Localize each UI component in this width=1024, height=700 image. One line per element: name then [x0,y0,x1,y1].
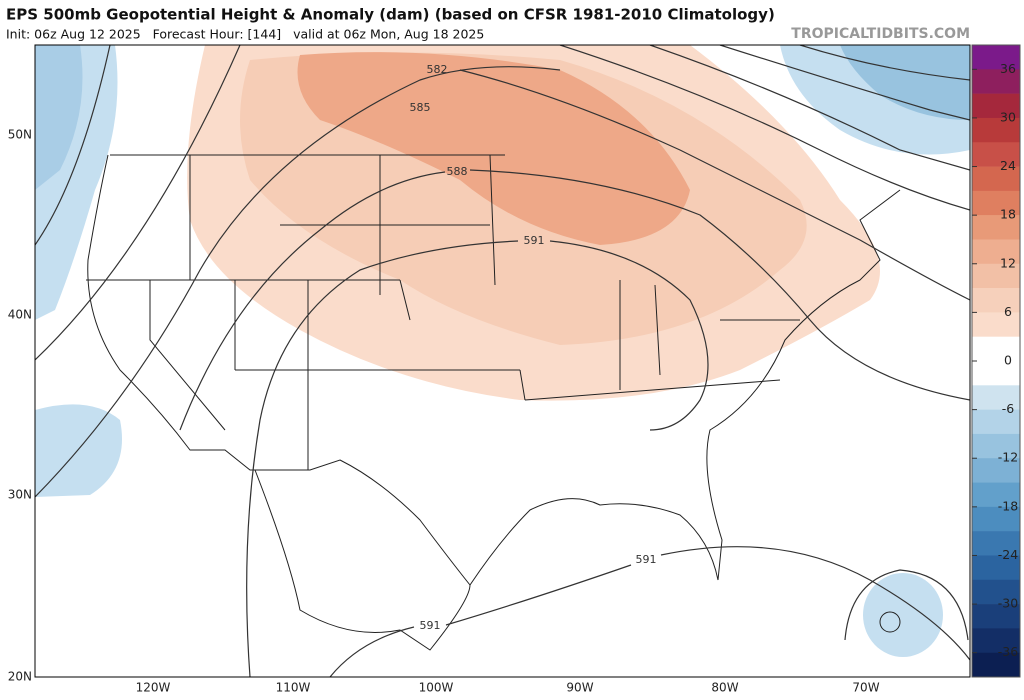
colorbar-segment [972,506,1020,532]
anomaly-negative [863,573,943,657]
height-contour [35,66,561,498]
anomaly-positive [297,52,690,246]
colorbar-segment [972,385,1020,410]
colorbar-tick-label: 30 [1000,109,1016,124]
contour-label: 591 [420,619,441,632]
height-contour [459,69,970,301]
colorbar-tick-label: 18 [1000,207,1016,222]
colorbar-tick-label: 36 [1000,61,1016,76]
state-boundaries [86,154,800,470]
colorbar-segment [972,433,1020,459]
colorbar-segment [972,215,1020,240]
colorbar-segment [972,628,1020,653]
colorbar-tick-label: -6 [1002,401,1015,416]
watermark: TROPICALTIDBITS.COM [791,26,970,42]
colorbar-segment [972,531,1020,556]
coastline [87,154,901,651]
colorbar-segment [972,93,1020,119]
colorbar-tick-label: -12 [998,450,1018,465]
island [879,611,901,633]
lon-label: 90W [566,681,593,695]
colorbar-segment [972,142,1020,167]
lon-label: 120W [136,681,171,695]
colorbar-segment [972,312,1020,337]
contour-label: 591 [524,234,545,247]
lat-label: 50N [8,128,32,142]
colorbar-tick-label: -24 [998,547,1018,562]
colorbar-segment [972,69,1020,94]
colorbar-segment [972,579,1020,605]
height-contour [559,45,970,211]
axis-labels: 50N 40N 30N 20N 120W 110W 100W 90W 80W 70W [8,128,880,695]
map: 582 585 588 591 591 591 [34,44,971,678]
map-frame [34,44,971,678]
colorbar-segment [972,604,1020,629]
lat-label: 30N [8,488,32,502]
contour-label: 588 [447,165,468,178]
colorbar-segment [972,288,1020,313]
height-contour [35,45,111,246]
colorbar: 36 30 24 18 12 6 0 -6 -12 -18 -24 -30 -36 [971,44,1021,678]
anomaly-negative [35,45,83,190]
colorbar-tick-label: 24 [1000,158,1016,173]
colorbar-tick-label: 6 [1004,304,1012,319]
lon-label: 100W [419,681,454,695]
colorbar-tick-label: -18 [998,498,1018,513]
contour-label: 591 [636,553,657,566]
colorbar-segment [972,555,1020,581]
colorbar-tick-label: 0 [1004,353,1012,368]
colorbar-segment [972,409,1020,435]
height-contour [329,546,970,677]
contour-label: 582 [427,63,448,76]
lon-label: 70W [852,681,879,695]
colorbar-segment [972,45,1020,70]
lat-label: 40N [8,308,32,322]
colorbar-tick-label: 12 [1000,255,1016,270]
colorbar-segment [972,190,1020,216]
colorbar-segment [972,166,1020,192]
height-contour [246,240,709,677]
title: EPS 500mb Geopotential Height & Anomaly … [6,6,775,24]
colorbar-segment [972,336,1020,362]
colorbar-tick-label: -30 [998,596,1018,611]
height-contour [179,169,970,431]
height-contour [844,569,969,641]
colorbar-segment [972,482,1020,508]
lat-label: 20N [8,670,32,684]
height-contour [35,45,241,361]
lon-label: 80W [711,681,738,695]
contour-label: 585 [410,101,431,114]
colorbar-segment [972,263,1020,289]
colorbar-segment [972,239,1020,265]
lon-label: 110W [276,681,311,695]
colorbar-segment [972,117,1020,143]
subtitle: Init: 06z Aug 12 2025 Forecast Hour: [14… [6,27,484,42]
colorbar-segment [972,361,1020,386]
colorbar-segment [972,458,1020,483]
colorbar-segment [972,652,1020,678]
colorbar-tick-label: -36 [998,644,1018,659]
